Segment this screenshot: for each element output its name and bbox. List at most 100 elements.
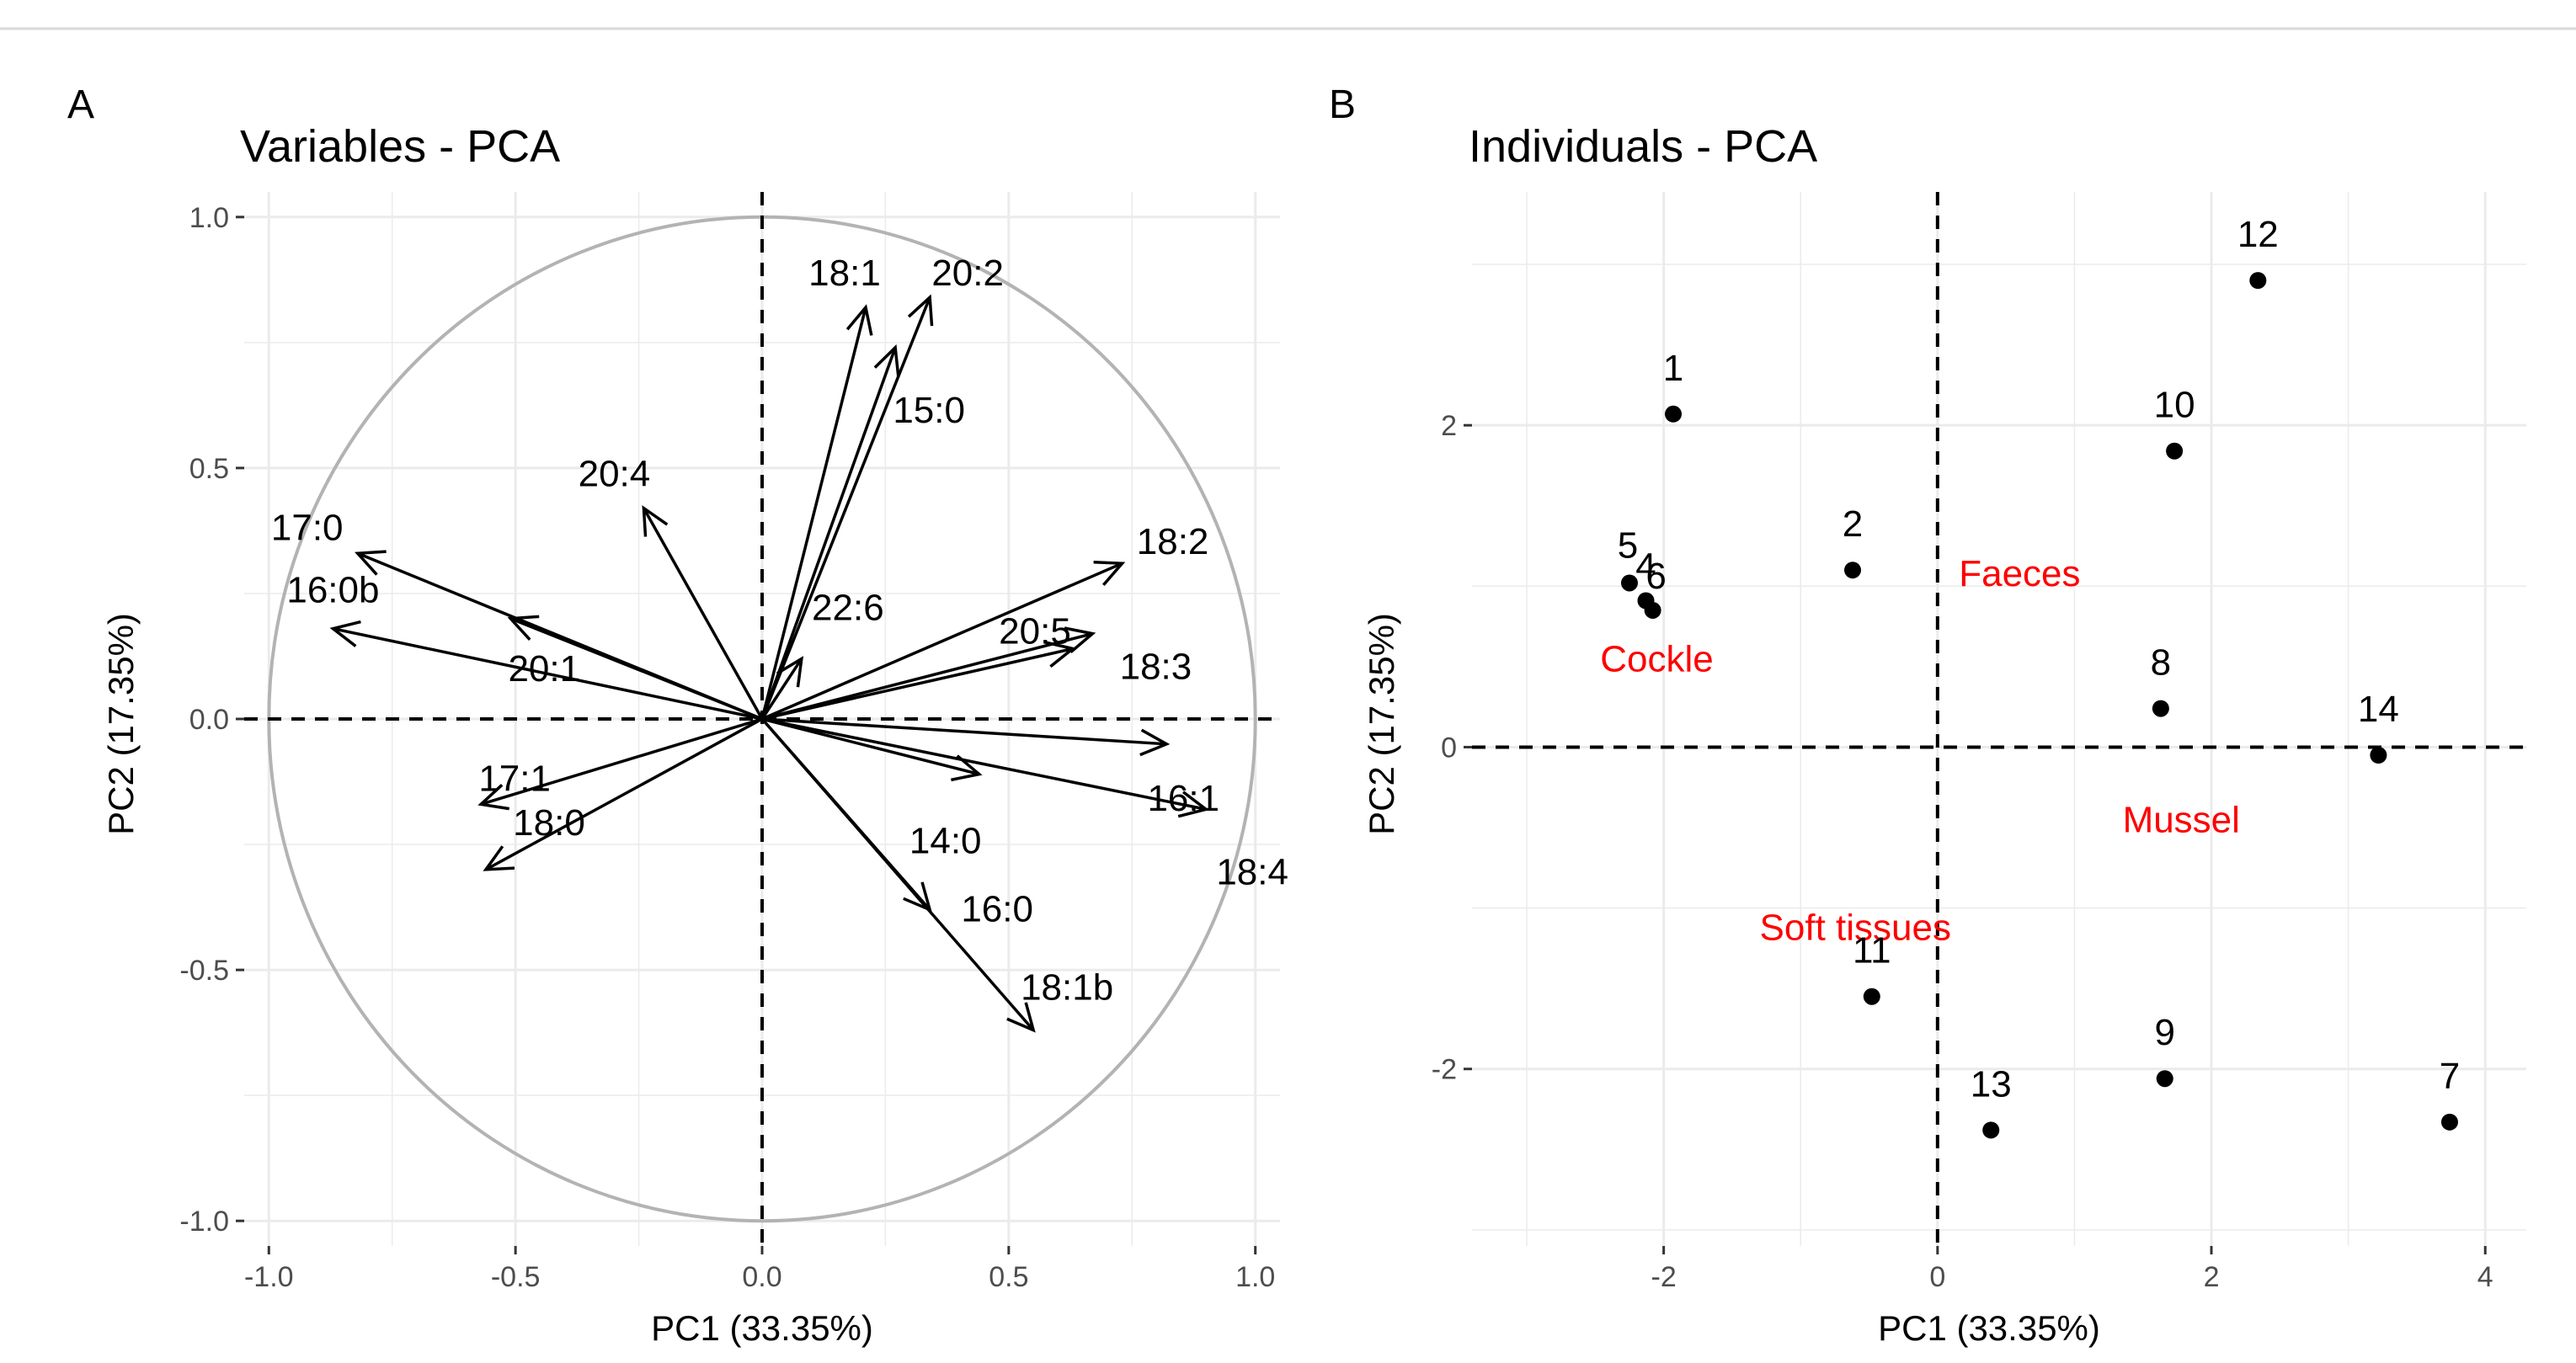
individual-point — [1644, 601, 1661, 619]
variable-arrow — [761, 717, 1207, 812]
variable-arrow-head — [907, 294, 934, 327]
panel-b-points — [1620, 272, 2458, 1139]
panel-a-y-axis-title: PC2 (17.35%) — [101, 613, 141, 835]
variable-arrow-head — [776, 656, 804, 688]
variable-label: 18:3 — [1120, 647, 1192, 688]
variable-arrow-head — [845, 304, 873, 336]
x-tick-label: 0.5 — [989, 1261, 1028, 1293]
variable-label: 16:0b — [286, 570, 379, 611]
variable-arrow — [480, 717, 763, 807]
variable-label: 20:5 — [999, 611, 1071, 652]
variable-arrow — [760, 296, 931, 720]
individual-point — [1982, 1121, 2000, 1139]
variable-arrow — [760, 306, 867, 720]
variable-arrow — [761, 631, 1093, 721]
panel-a-ticks: -1.0 -0.5 0.0 0.5 1.0 -1.0 -0.5 0.0 0.5 1.0 — [179, 202, 1275, 1293]
variable-label: 20:2 — [931, 253, 1004, 294]
variable-arrow-head — [1044, 641, 1076, 668]
individual-label: 8 — [2151, 642, 2171, 684]
group-label: Cockle — [1600, 638, 1714, 679]
variable-arrow — [761, 647, 1074, 721]
x-tick-label: 2 — [2204, 1261, 2220, 1293]
individual-label: 6 — [1645, 556, 1666, 597]
panel-a-variable-labels: 18:1 20:2 15:0 17:0 16:0b 20:4 20:1 22:6 18:2 18:… — [271, 253, 1288, 1009]
y-tick-label: -0.5 — [179, 955, 229, 987]
y-tick-label: 0.0 — [189, 704, 229, 736]
variable-arrow-head — [1006, 1002, 1036, 1033]
variable-label: 20:4 — [579, 454, 651, 495]
variable-label: 18:0 — [513, 802, 585, 844]
x-tick-label: -1.0 — [244, 1261, 294, 1293]
panel-a-letter: A — [67, 83, 94, 127]
panel-b-ticks: -2 0 2 4 -2 0 2 — [1432, 410, 2493, 1293]
panel-a-x-axis-title: PC1 (33.35%) — [651, 1308, 873, 1348]
individual-label: 5 — [1618, 524, 1638, 566]
group-label: Faeces — [1959, 553, 2080, 594]
panel-b-reference-lines — [1472, 192, 2526, 1246]
panel-a-title: Variables - PCA — [240, 121, 560, 172]
variable-label: 17:0 — [271, 507, 344, 548]
individual-point — [2152, 700, 2169, 717]
group-label: Mussel — [2123, 799, 2240, 840]
panel-a-arrows — [329, 294, 1210, 1033]
individual-label: 13 — [1971, 1063, 2012, 1105]
x-tick-label: 1.0 — [1235, 1261, 1275, 1293]
individual-point — [2166, 442, 2184, 460]
individual-label: 7 — [2440, 1056, 2460, 1097]
variable-arrow — [485, 717, 763, 871]
individual-label: 2 — [1843, 503, 1863, 545]
x-tick-label: -0.5 — [491, 1261, 541, 1293]
variable-label: 15:0 — [893, 390, 965, 431]
variable-arrow-head — [354, 550, 387, 576]
panel-a-variables-pca: A Variables - PCA 18:1 20:2 15:0 17:0 16:0b 2… — [67, 83, 1288, 1348]
variable-arrow-head — [329, 620, 361, 647]
variable-label: 14:0 — [909, 821, 982, 862]
variable-arrow — [642, 507, 764, 720]
variable-label: 16:0 — [961, 889, 1033, 930]
variable-arrow-head — [1064, 626, 1096, 653]
variable-arrow-head — [483, 845, 515, 871]
variable-arrow-head — [1177, 791, 1210, 818]
y-tick-label: 0.5 — [189, 453, 229, 485]
variable-arrow-head — [873, 344, 900, 376]
individual-point — [2440, 1113, 2458, 1131]
y-tick-label: -2 — [1432, 1054, 1457, 1086]
y-tick-label: 2 — [1441, 410, 1457, 442]
variable-arrow — [760, 347, 897, 720]
individual-point — [1863, 988, 1880, 1005]
individual-label: 10 — [2154, 385, 2195, 426]
variable-label: 18:1 — [808, 253, 881, 294]
individual-label: 9 — [2155, 1012, 2175, 1053]
variable-arrow-head — [642, 505, 669, 537]
individual-point — [2156, 1070, 2173, 1088]
individual-point — [1844, 562, 1862, 579]
variable-arrow-head — [477, 784, 510, 811]
individual-point — [2370, 747, 2387, 764]
x-tick-label: 0 — [1929, 1261, 1945, 1293]
variable-arrow — [761, 717, 980, 776]
variable-arrow — [509, 617, 763, 721]
individual-point — [1665, 405, 1683, 423]
variable-label: 16:1 — [1147, 778, 1219, 819]
variable-arrow — [761, 562, 1123, 721]
individual-label: 4 — [1635, 546, 1656, 588]
panel-b-individuals-pca: B Individuals - PCA Faeces Cockle Mussel So… — [1329, 83, 2526, 1348]
individual-point — [1620, 574, 1638, 592]
panel-b-letter: B — [1329, 83, 1356, 127]
variable-arrow — [760, 658, 803, 720]
variable-label: 18:1b — [1021, 967, 1113, 1009]
panel-b-x-axis-title: PC1 (33.35%) — [1878, 1308, 2100, 1348]
panel-b-group-labels: Faeces Cockle Mussel Soft tissues — [1600, 553, 2240, 949]
individual-label: 1 — [1663, 348, 1683, 389]
x-tick-label: 4 — [2477, 1261, 2493, 1293]
variable-label: 17:1 — [478, 758, 551, 799]
variable-label: 22:6 — [812, 587, 884, 628]
group-label: Soft tissues — [1760, 908, 1951, 949]
variable-arrow — [333, 626, 763, 721]
variable-label: 20:1 — [508, 648, 580, 689]
variable-label: 18:2 — [1137, 521, 1209, 562]
y-tick-label: 0 — [1441, 732, 1457, 764]
individual-point — [2249, 272, 2267, 290]
